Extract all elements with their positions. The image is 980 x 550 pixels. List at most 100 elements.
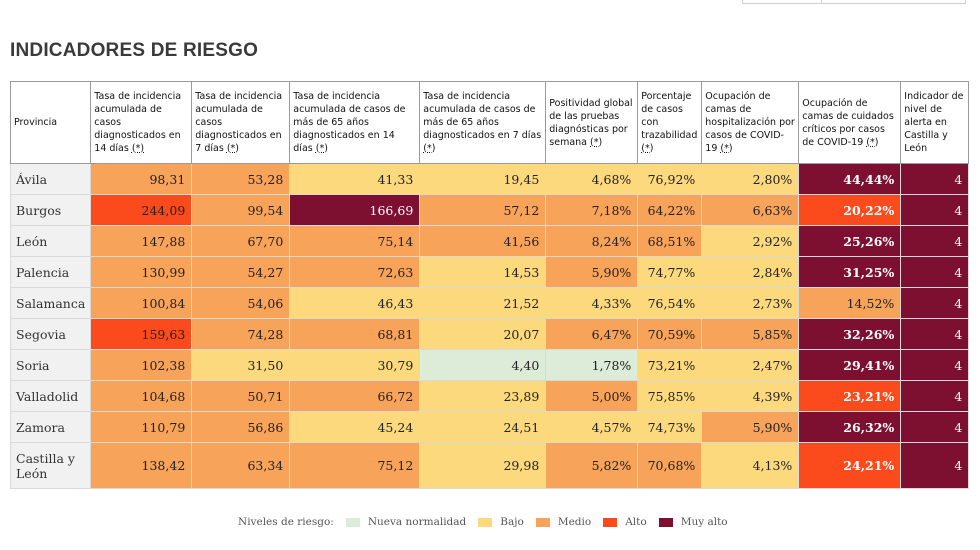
indicator-cell: 6,47% bbox=[545, 318, 639, 350]
indicator-cell: 41,56 bbox=[419, 225, 547, 257]
table-row: Segovia 159,63 74,28 68,81 20,07 6,47% 70,59% 5… bbox=[9, 318, 970, 350]
legend-item-bajo: Bajo bbox=[478, 516, 524, 528]
province-cell: Castilla y León bbox=[9, 442, 92, 489]
indicator-cell: 99,54 bbox=[191, 194, 291, 226]
indicator-cell: 25,26% bbox=[798, 225, 902, 257]
indicator-cell: 68,51% bbox=[637, 225, 703, 257]
indicator-cell: 75,12 bbox=[289, 442, 421, 489]
indicator-cell: 100,84 bbox=[90, 287, 193, 319]
province-cell: Valladolid bbox=[9, 380, 92, 412]
indicator-cell: 4,39% bbox=[701, 380, 800, 412]
table-row: León 147,88 67,70 75,14 41,56 8,24% 68,51% 2,92… bbox=[9, 225, 970, 257]
indicator-cell: 147,88 bbox=[90, 225, 193, 257]
alert-level-cell: 4 bbox=[900, 380, 970, 412]
header-trazabilidad: Porcentaje de casos con trazabilidad (*) bbox=[637, 81, 703, 164]
header-tia-65-14d: Tasa de incidencia acumulada de casos de… bbox=[289, 81, 421, 164]
indicator-cell: 57,12 bbox=[419, 194, 547, 226]
legend-label: Muy alto bbox=[680, 516, 728, 528]
indicator-cell: 30,79 bbox=[289, 349, 421, 381]
indicator-cell: 72,63 bbox=[289, 256, 421, 288]
indicator-cell: 2,80% bbox=[701, 163, 800, 195]
table-row: Burgos 244,09 99,54 166,69 57,12 7,18% 64,22% 6… bbox=[9, 194, 970, 226]
legend-item-muy-alto: Muy alto bbox=[658, 516, 728, 528]
indicator-cell: 138,42 bbox=[90, 442, 193, 489]
indicator-cell: 4,40 bbox=[419, 349, 547, 381]
indicator-cell: 26,32% bbox=[798, 411, 902, 443]
legend-item-alto: Alto bbox=[603, 516, 647, 528]
indicator-cell: 23,21% bbox=[798, 380, 902, 412]
indicator-cell: 53,28 bbox=[191, 163, 291, 195]
indicator-cell: 4,33% bbox=[545, 287, 639, 319]
legend-swatch bbox=[478, 517, 493, 527]
header-provincia: Provincia bbox=[9, 81, 92, 164]
alert-level-cell: 4 bbox=[900, 411, 970, 443]
indicator-cell: 159,63 bbox=[90, 318, 193, 350]
table-row: Soria 102,38 31,50 30,79 4,40 1,78% 73,21% 2,47… bbox=[9, 349, 970, 381]
indicator-cell: 56,86 bbox=[191, 411, 291, 443]
indicator-cell: 5,85% bbox=[701, 318, 800, 350]
indicator-cell: 63,34 bbox=[191, 442, 291, 489]
indicator-cell: 24,21% bbox=[798, 442, 902, 489]
indicator-cell: 70,59% bbox=[637, 318, 703, 350]
header-nivel-alerta: Indicador de nivel de alerta en Castilla… bbox=[900, 81, 970, 164]
indicator-cell: 73,21% bbox=[637, 349, 703, 381]
indicator-cell: 5,82% bbox=[545, 442, 639, 489]
province-cell: Burgos bbox=[9, 194, 92, 226]
table-row: Palencia 130,99 54,27 72,63 14,53 5,90% 74,77%… bbox=[9, 256, 970, 288]
indicator-cell: 24,51 bbox=[419, 411, 547, 443]
indicator-cell: 50,71 bbox=[191, 380, 291, 412]
indicator-cell: 32,26% bbox=[798, 318, 902, 350]
legend-item-medio: Medio bbox=[535, 516, 592, 528]
indicator-cell: 54,27 bbox=[191, 256, 291, 288]
indicator-cell: 5,90% bbox=[701, 411, 800, 443]
indicator-cell: 74,77% bbox=[637, 256, 703, 288]
legend-swatch bbox=[658, 517, 673, 527]
legend-label: Alto bbox=[625, 516, 647, 528]
province-cell: Salamanca bbox=[9, 287, 92, 319]
table-row: Ávila 98,31 53,28 41,33 19,45 4,68% 76,92% 2,80… bbox=[9, 163, 970, 195]
indicator-cell: 23,89 bbox=[419, 380, 547, 412]
indicator-cell: 8,24% bbox=[545, 225, 639, 257]
legend-label: Nueva normalidad bbox=[367, 516, 467, 528]
header-criticos: Ocupación de camas de cuidados críticos … bbox=[798, 81, 902, 164]
indicator-cell: 75,85% bbox=[637, 380, 703, 412]
indicator-cell: 31,25% bbox=[798, 256, 902, 288]
header-tia-65-7d: Tasa de incidencia acumulada de casos de… bbox=[419, 81, 547, 164]
province-cell: Ávila bbox=[9, 163, 92, 195]
header-hospitalizacion: Ocupación de camas de hospitalización po… bbox=[701, 81, 800, 164]
alert-level-cell: 4 bbox=[900, 256, 970, 288]
table-row: Salamanca 100,84 54,06 46,43 21,52 4,33% 76,54… bbox=[9, 287, 970, 319]
alert-level-cell: 4 bbox=[900, 194, 970, 226]
legend-swatch bbox=[345, 517, 360, 527]
indicator-cell: 66,72 bbox=[289, 380, 421, 412]
alert-level-cell: 4 bbox=[900, 163, 970, 195]
indicator-cell: 2,92% bbox=[701, 225, 800, 257]
indicator-cell: 14,52% bbox=[798, 287, 902, 319]
indicator-cell: 76,54% bbox=[637, 287, 703, 319]
indicator-cell: 76,92% bbox=[637, 163, 703, 195]
legend-label: Medio bbox=[557, 516, 592, 528]
indicator-cell: 44,44% bbox=[798, 163, 902, 195]
legend-item-nueva: Nueva normalidad bbox=[345, 516, 467, 528]
indicator-cell: 1,78% bbox=[545, 349, 639, 381]
indicator-cell: 2,47% bbox=[701, 349, 800, 381]
indicator-cell: 244,09 bbox=[90, 194, 193, 226]
province-cell: Segovia bbox=[9, 318, 92, 350]
indicator-cell: 104,68 bbox=[90, 380, 193, 412]
legend-swatch bbox=[535, 517, 550, 527]
indicator-cell: 75,14 bbox=[289, 225, 421, 257]
indicator-cell: 64,22% bbox=[637, 194, 703, 226]
alert-level-cell: 4 bbox=[900, 287, 970, 319]
indicator-cell: 5,00% bbox=[545, 380, 639, 412]
indicator-cell: 20,22% bbox=[798, 194, 902, 226]
indicator-cell: 54,06 bbox=[191, 287, 291, 319]
province-cell: Soria bbox=[9, 349, 92, 381]
indicator-cell: 98,31 bbox=[90, 163, 193, 195]
indicator-cell: 6,63% bbox=[701, 194, 800, 226]
indicator-cell: 110,79 bbox=[90, 411, 193, 443]
header-tia-14d: Tasa de incidencia acumulada de casos di… bbox=[90, 81, 193, 164]
page-title: INDICADORES DE RIESGO bbox=[10, 40, 259, 61]
indicator-cell: 166,69 bbox=[289, 194, 421, 226]
indicator-cell: 46,43 bbox=[289, 287, 421, 319]
risk-indicators-table: Provincia Tasa de incidencia acumulada d… bbox=[9, 81, 970, 489]
